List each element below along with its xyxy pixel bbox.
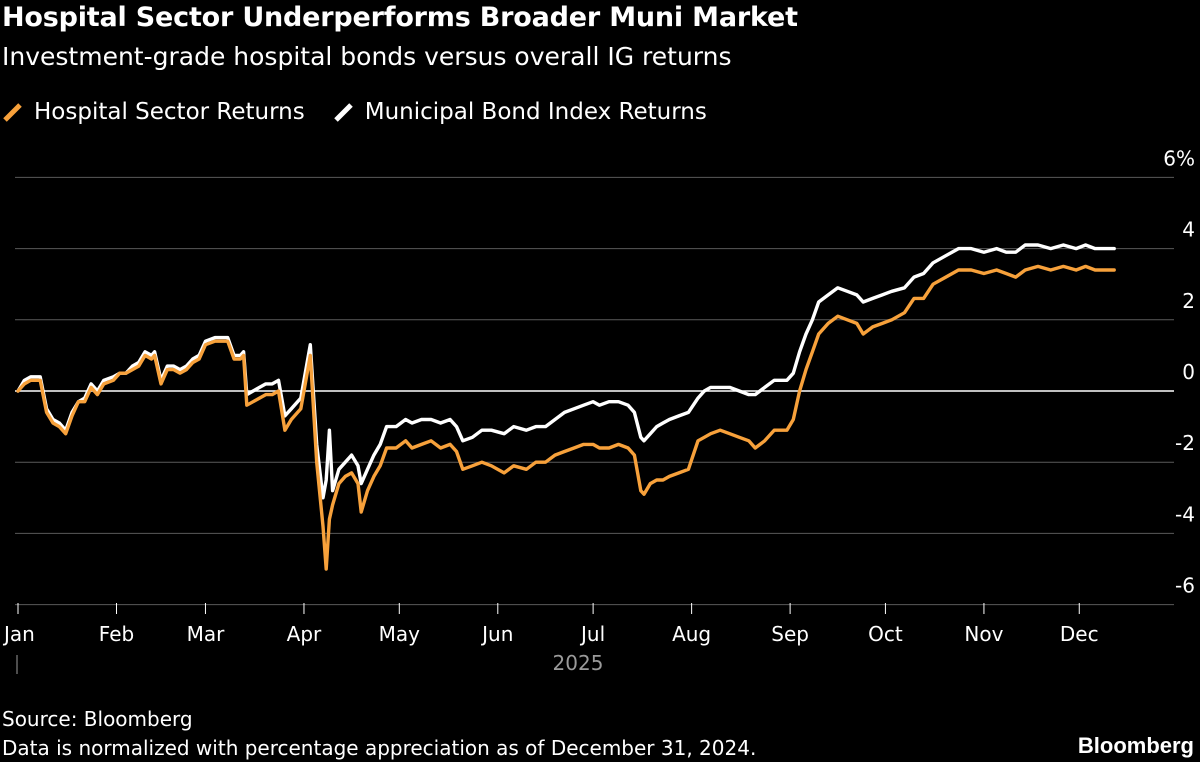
legend-label-hospital: Hospital Sector Returns [34, 99, 305, 125]
x-tick-label: Sep [771, 622, 809, 646]
x-tick-label: Jul [579, 622, 605, 646]
grid-lines [15, 176, 1174, 606]
legend-swatch-index [333, 103, 353, 122]
y-tick-label: -4 [1175, 502, 1195, 526]
y-tick-label: 6% [1163, 146, 1195, 170]
x-tick-label: Oct [868, 622, 903, 646]
legend-label-index: Municipal Bond Index Returns [364, 99, 707, 125]
x-axis: Jan Feb Mar Apr May Jun Jul Aug Sep Oct Nov Dec 2025 [2, 603, 1099, 675]
x-tick-label: Nov [964, 622, 1003, 646]
x-tick-label: Dec [1060, 622, 1099, 646]
data-note: Data is normalized with percentage appre… [2, 736, 757, 760]
x-tick-label: May [379, 622, 421, 646]
chart-subtitle: Investment-grade hospital bonds versus o… [2, 42, 732, 71]
line-chart: -6 -4 -2 0 2 4 6% Jan Feb Mar Apr May Jun Jul Aug Sep O… [2, 146, 1195, 675]
series-line-hospital [16, 264, 1116, 571]
series-lines [16, 243, 1116, 571]
x-tick-label: Apr [287, 622, 322, 646]
legend-item-index: Municipal Bond Index Returns [333, 99, 707, 125]
legend: Hospital Sector Returns Municipal Bond I… [2, 97, 735, 127]
chart-title: Hospital Sector Underperforms Broader Mu… [2, 2, 798, 33]
x-tick-label: Jan [2, 622, 35, 646]
bloomberg-logo: Bloomberg [1077, 733, 1194, 758]
y-tick-label: -2 [1175, 431, 1195, 455]
source-note: Source: Bloomberg [2, 707, 193, 731]
x-tick-label: Feb [99, 622, 134, 646]
series-line-index [16, 243, 1116, 500]
x-year-label: 2025 [553, 651, 604, 675]
legend-swatch-hospital [3, 103, 22, 122]
legend-item-hospital: Hospital Sector Returns [2, 99, 305, 125]
x-tick-label: Mar [187, 622, 226, 646]
y-axis-labels: -6 -4 -2 0 2 4 6% [1163, 146, 1195, 597]
y-tick-label: 4 [1182, 218, 1195, 242]
y-tick-label: 0 [1182, 360, 1195, 384]
y-tick-label: -6 [1175, 574, 1195, 598]
y-tick-label: 2 [1182, 289, 1195, 313]
x-tick-label: Jun [480, 622, 513, 646]
x-tick-label: Aug [672, 622, 711, 646]
